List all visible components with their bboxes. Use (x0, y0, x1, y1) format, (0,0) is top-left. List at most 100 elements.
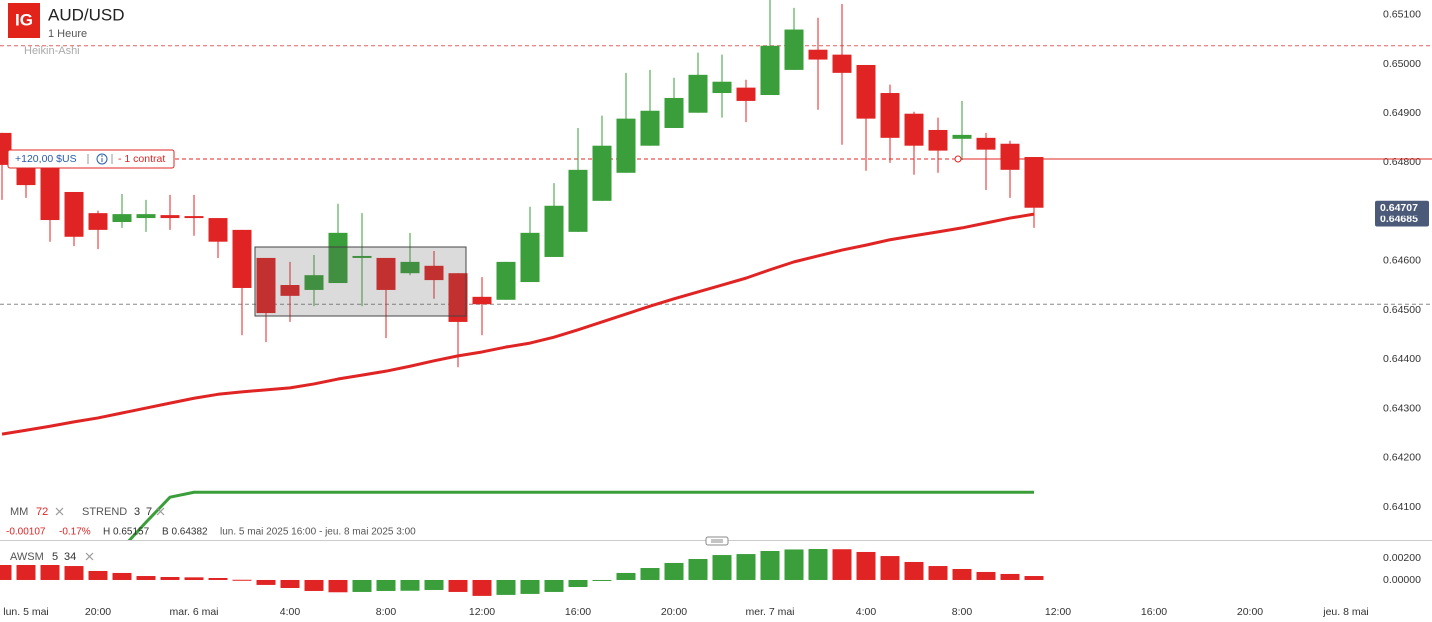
change: -0.00107 (6, 527, 46, 538)
candle-body (592, 145, 612, 201)
x-tick-label: 12:00 (469, 606, 495, 618)
position-size: - 1 contrat (118, 153, 165, 165)
x-tick-label: 16:00 (1141, 606, 1167, 618)
awsm-bar (64, 566, 84, 580)
x-tick-label: 20:00 (1237, 606, 1263, 618)
awsm-bar (1024, 576, 1044, 580)
awsm-bar (520, 579, 540, 594)
chart-style: Heikin-Ashi (24, 45, 80, 57)
awsm-bar (664, 562, 684, 580)
candle-body (544, 205, 564, 257)
candle-body (400, 261, 420, 274)
x-tick-label: mar. 6 mai (169, 606, 218, 618)
symbol: AUD/USD (48, 5, 125, 24)
awsm-bar (136, 576, 156, 580)
awsm-bar (40, 564, 60, 580)
candle-body (0, 132, 12, 165)
awsm-bar (112, 572, 132, 580)
change-pct: -0.17% (59, 527, 91, 538)
awsm-bar (232, 579, 252, 581)
overlay-line (1, 212, 1035, 436)
low: B 0.64382 (162, 527, 208, 538)
range: lun. 5 mai 2025 16:00 - jeu. 8 mai 2025 … (220, 527, 416, 538)
x-tick-label: mer. 7 mai (745, 606, 794, 618)
candle-body (328, 232, 348, 284)
overlay-line (127, 490, 1034, 540)
awsm-bar (280, 579, 300, 588)
overlay-layer: 0.64100 0.64200 0.64300 0.64400 0.64500 0.646… (3, 9, 1432, 618)
awsm-bar (352, 579, 372, 592)
price-tag: 0.64707 (1380, 202, 1418, 214)
awsm-legend-bg (0, 548, 100, 565)
awsm-bar (400, 579, 420, 591)
y-tick-label: 0.64200 (1383, 452, 1421, 464)
candle-body (448, 273, 468, 322)
y-tick-label: 0.64100 (1383, 501, 1421, 513)
candle-body (880, 93, 900, 138)
position-label-bg (7, 149, 175, 169)
candle-body (232, 229, 252, 288)
awsm-bar (760, 550, 780, 580)
awsm-bar (1000, 573, 1020, 580)
price-tag: 0.64685 (1380, 213, 1418, 225)
candle-body (904, 113, 924, 146)
awsm-bar (0, 556, 12, 580)
x-tick-label: 20:00 (85, 606, 111, 618)
strend-param: 3 (134, 506, 140, 518)
awsm-bar (712, 555, 732, 580)
awsm-bar (832, 549, 852, 580)
awsm-bar (208, 578, 228, 580)
info-icon-dot (101, 155, 103, 157)
remove-awsm[interactable] (85, 552, 94, 561)
candle-body (664, 97, 684, 128)
awsm-param: 5 (52, 551, 58, 563)
candle-body (424, 265, 444, 281)
y-tick-label: 0.64900 (1383, 107, 1421, 119)
pane-resize-handle[interactable] (705, 536, 729, 546)
price-tag-bg (1375, 200, 1429, 216)
position-pnl: +120,00 $US (15, 153, 77, 165)
awsm-bar (304, 579, 324, 591)
mm-param: 72 (36, 506, 48, 518)
candle-body (832, 54, 852, 73)
candle-body (304, 275, 324, 290)
x-tick-label: 8:00 (952, 606, 973, 618)
candle-body (208, 218, 228, 242)
info-icon[interactable] (96, 153, 108, 165)
x-tick-label: 4:00 (280, 606, 301, 618)
awsm-bar (88, 570, 108, 580)
awsm-pane (0, 549, 1044, 596)
y-tick-label: 0.64400 (1383, 353, 1421, 365)
awsm-bar (880, 556, 900, 580)
candle-body (808, 49, 828, 60)
candle-body (616, 118, 636, 173)
y-tick-label: 0.65100 (1383, 9, 1421, 21)
awsm-bar (808, 549, 828, 580)
position-label[interactable]: +120,00 $US - 1 contrat (7, 149, 175, 169)
candle-body (112, 214, 132, 223)
remove-strend[interactable] (156, 507, 165, 516)
awsm-bar (160, 577, 180, 580)
drawn-rectangle[interactable] (254, 246, 467, 317)
candle-body (688, 74, 708, 113)
candle-body (472, 296, 492, 305)
candle-body (760, 45, 780, 96)
mm-name: MM (10, 506, 28, 518)
candle-body (784, 29, 804, 70)
strend-param: 7 (146, 506, 152, 518)
remove-mm[interactable] (55, 507, 64, 516)
awsm-param: 34 (64, 551, 76, 563)
position-anchor[interactable] (954, 155, 962, 163)
x-tick-label: 20:00 (661, 606, 687, 618)
awsm-bar (904, 561, 924, 580)
awsm-bar (568, 579, 588, 588)
candle-body (256, 257, 276, 314)
interval: 1 Heure (48, 28, 87, 40)
awsm-bar (472, 579, 492, 596)
candle-body (976, 137, 996, 150)
awsm-bar (544, 579, 564, 592)
candle-body (352, 255, 372, 258)
awsm-bar (928, 566, 948, 580)
